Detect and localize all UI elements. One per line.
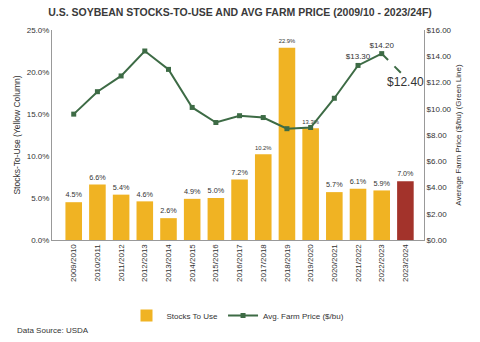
- svg-text:2018/2019: 2018/2019: [283, 244, 292, 282]
- svg-text:2010/2011: 2010/2011: [93, 244, 102, 282]
- svg-text:$4.00: $4.00: [427, 183, 448, 192]
- svg-text:4.5%: 4.5%: [65, 190, 82, 199]
- svg-text:Average Farm Price ($/bu) (Gre: Average Farm Price ($/bu) (Green Line): [454, 64, 463, 206]
- svg-text:20.0%: 20.0%: [27, 68, 50, 77]
- svg-text:2015/2016: 2015/2016: [211, 244, 220, 282]
- svg-text:7.0%: 7.0%: [397, 170, 414, 178]
- svg-text:2019/2020: 2019/2020: [306, 244, 315, 282]
- svg-text:$16.00: $16.00: [427, 26, 452, 35]
- svg-text:$14.20: $14.20: [369, 41, 394, 50]
- svg-text:2011/2012: 2011/2012: [117, 244, 126, 282]
- svg-text:$12.00: $12.00: [427, 78, 452, 87]
- svg-text:U.S. SOYBEAN STOCKS-TO-USE AND: U.S. SOYBEAN STOCKS-TO-USE AND AVG FARM …: [48, 6, 432, 18]
- svg-text:25.0%: 25.0%: [27, 26, 50, 35]
- svg-text:$8.00: $8.00: [427, 131, 448, 140]
- svg-text:2009/2010: 2009/2010: [69, 244, 78, 282]
- svg-text:Data Source: USDA: Data Source: USDA: [17, 326, 89, 335]
- svg-text:13.3%: 13.3%: [302, 119, 319, 125]
- svg-text:6.6%: 6.6%: [89, 173, 106, 182]
- svg-text:$0.00: $0.00: [427, 236, 448, 245]
- svg-text:2016/2017: 2016/2017: [235, 244, 244, 282]
- svg-text:5.0%: 5.0%: [31, 194, 49, 203]
- svg-text:Stocks To Use: Stocks To Use: [167, 312, 219, 321]
- svg-text:Avg. Farm Price ($/bu): Avg. Farm Price ($/bu): [263, 312, 344, 321]
- svg-text:2014/2015: 2014/2015: [188, 244, 197, 282]
- svg-text:$10.00: $10.00: [427, 105, 452, 114]
- svg-text:2022/2023: 2022/2023: [377, 244, 386, 282]
- svg-text:2.6%: 2.6%: [160, 206, 177, 215]
- svg-text:10.2%: 10.2%: [255, 145, 272, 151]
- svg-text:2020/2021: 2020/2021: [330, 244, 339, 282]
- svg-text:$12.40: $12.40: [387, 75, 424, 89]
- svg-text:2021/2022: 2021/2022: [354, 244, 363, 282]
- svg-text:5.4%: 5.4%: [113, 183, 130, 192]
- svg-text:4.6%: 4.6%: [137, 190, 154, 199]
- svg-text:5.9%: 5.9%: [373, 179, 390, 188]
- svg-text:$6.00: $6.00: [427, 157, 448, 166]
- svg-text:15.0%: 15.0%: [27, 110, 50, 119]
- svg-text:4.9%: 4.9%: [184, 187, 201, 196]
- svg-text:5.0%: 5.0%: [208, 186, 225, 195]
- svg-text:$13.30: $13.30: [346, 52, 371, 61]
- svg-text:10.0%: 10.0%: [27, 152, 50, 161]
- svg-text:2013/2014: 2013/2014: [164, 244, 173, 282]
- svg-text:5.7%: 5.7%: [326, 180, 343, 189]
- svg-text:$14.00: $14.00: [427, 52, 452, 61]
- svg-text:7.2%: 7.2%: [231, 168, 248, 177]
- svg-text:0.0%: 0.0%: [31, 236, 49, 245]
- svg-text:2023/2024: 2023/2024: [401, 244, 410, 282]
- svg-text:2012/2013: 2012/2013: [140, 244, 149, 282]
- svg-text:Stocks-To-Use (Yellow Column): Stocks-To-Use (Yellow Column): [12, 75, 22, 194]
- svg-text:2017/2018: 2017/2018: [259, 244, 268, 282]
- svg-text:$2.00: $2.00: [427, 210, 448, 219]
- svg-text:6.1%: 6.1%: [350, 177, 367, 186]
- svg-text:22.9%: 22.9%: [279, 38, 296, 44]
